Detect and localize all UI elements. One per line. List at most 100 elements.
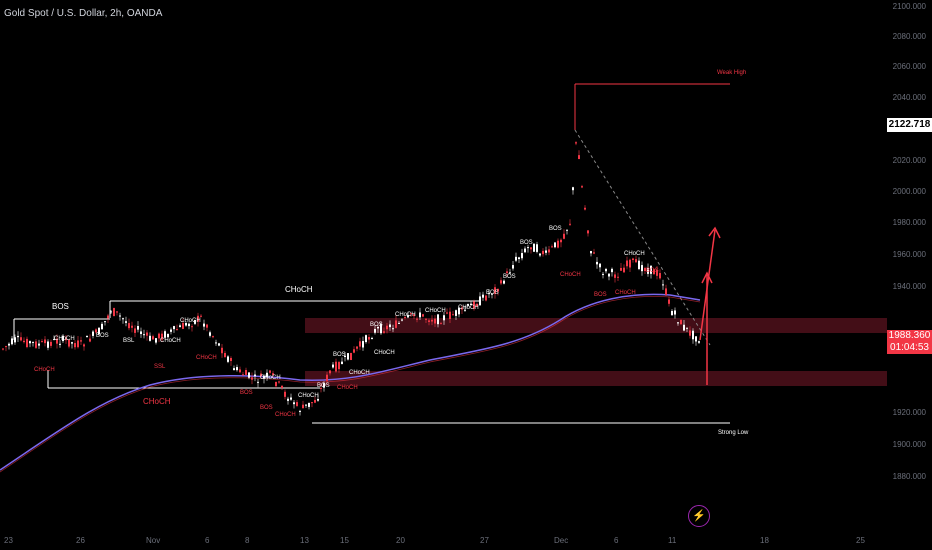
candle-body [71, 342, 73, 344]
candle-body [68, 339, 70, 347]
zone-upper [305, 318, 887, 333]
price-chart[interactable] [0, 0, 887, 530]
candle-body [542, 250, 544, 255]
candle-body [80, 340, 82, 342]
candle-body [692, 330, 694, 340]
candle-body [215, 342, 217, 344]
time-tick: 13 [300, 536, 309, 545]
label-choch-10: CHoCH [458, 305, 479, 311]
moving-average-red [0, 296, 701, 473]
candle-body [293, 402, 295, 405]
candle-body [626, 260, 628, 267]
candle-body [602, 273, 604, 275]
candle-body [467, 304, 469, 306]
label-bos-red-4: BOS [646, 268, 659, 274]
candle-body [488, 293, 490, 295]
candle-body [11, 338, 13, 345]
candle-body [392, 328, 394, 330]
price-tick: 2000.000 [892, 187, 926, 196]
candle-body [569, 223, 571, 225]
candle-body [137, 326, 139, 330]
candle-body [197, 315, 199, 322]
time-tick: Nov [146, 536, 161, 545]
candle-body [686, 327, 688, 329]
last-high-price-label: 2122.718 [887, 118, 932, 132]
candle-body [77, 340, 79, 348]
label-ssl: SSL [154, 364, 166, 370]
candle-body [533, 243, 535, 252]
candle-body [482, 294, 484, 298]
price-tick: 1900.000 [892, 440, 926, 449]
candle-body [308, 402, 310, 407]
candle-body [473, 301, 475, 309]
time-tick: 26 [76, 536, 85, 545]
candle-body [581, 186, 583, 188]
candle-body [209, 332, 211, 336]
candle-body [41, 341, 43, 343]
candle-body [248, 372, 250, 378]
candle-body [452, 314, 454, 316]
label-choch-5: CHoCH [298, 393, 319, 399]
candle-body [236, 367, 238, 371]
candle-body [290, 397, 292, 400]
candle-body [539, 253, 541, 256]
candle-body [275, 381, 277, 387]
lightning-icon[interactable]: ⚡ [688, 505, 710, 527]
candle-body [416, 318, 418, 320]
price-tick: 1920.000 [892, 408, 926, 417]
symbol-title[interactable]: Gold Spot / U.S. Dollar, 2h, OANDA [4, 8, 163, 19]
candle-body [584, 207, 586, 210]
candle-body [386, 325, 388, 330]
candle-body [650, 265, 652, 274]
candle-body [509, 272, 511, 274]
candle-body [434, 318, 436, 324]
candle-body [185, 322, 187, 326]
candle-body [257, 381, 259, 383]
candle-body [224, 352, 226, 358]
candle-body [659, 273, 661, 279]
candle-body [245, 370, 247, 375]
moving-average [0, 293, 701, 471]
candle-body [179, 325, 181, 328]
price-axis[interactable]: 2100.000 2080.000 2060.000 2040.000 2020… [887, 0, 932, 530]
candle-body [164, 331, 166, 338]
candle-body [176, 329, 178, 331]
label-choch-7: CHoCH [374, 350, 395, 356]
candle-body [608, 273, 610, 277]
candle-body [107, 315, 109, 319]
current-price-label: 1988.360 01:04:53 [887, 330, 932, 354]
candle-body [557, 240, 559, 248]
candle-body [335, 361, 337, 372]
candle-body [53, 339, 55, 341]
candle-body [629, 259, 631, 268]
candle-body [251, 377, 253, 380]
candle-body [269, 370, 271, 373]
candle-body [362, 341, 364, 348]
candle-body [272, 373, 274, 376]
candle-body [371, 337, 373, 339]
candle-body [116, 311, 118, 313]
candle-body [227, 356, 229, 362]
time-axis[interactable]: 23 26 Nov 6 8 13 15 20 27 Dec 6 11 18 25 [0, 530, 887, 550]
candle-body [677, 322, 679, 324]
candle-body [284, 391, 286, 397]
label-bsl: BSL [123, 338, 135, 344]
candle-body [296, 402, 298, 406]
candle-body [302, 404, 304, 409]
candle-body [680, 319, 682, 325]
candle-body [8, 343, 10, 346]
time-tick: 15 [340, 536, 349, 545]
candle-body [59, 343, 61, 345]
candle-body [203, 323, 205, 327]
candlesticks [2, 141, 700, 416]
candle-body [530, 247, 532, 250]
candle-body [155, 338, 157, 343]
price-tick: 1940.000 [892, 282, 926, 291]
candle-body [2, 348, 4, 350]
candle-body [113, 308, 115, 317]
candle-body [131, 325, 133, 328]
candle-body [410, 313, 412, 315]
price-tick: 1960.000 [892, 250, 926, 259]
candle-body [683, 324, 685, 331]
candle-body [92, 331, 94, 336]
